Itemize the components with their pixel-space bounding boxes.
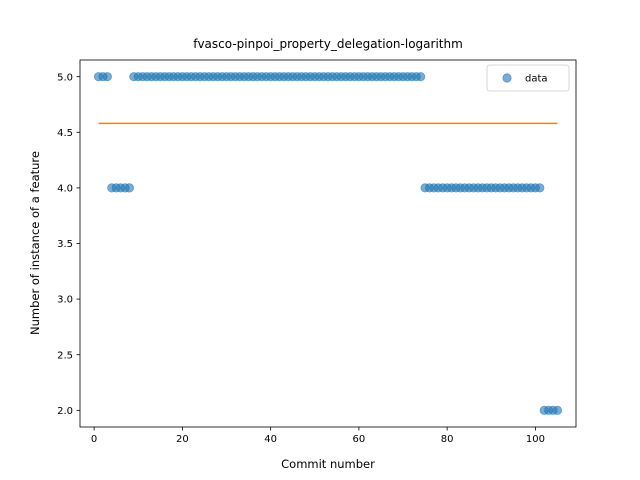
y-tick-label: 2.5 xyxy=(57,350,73,361)
plot-area xyxy=(93,72,563,415)
data-point xyxy=(124,183,135,193)
x-axis-title: Commit number xyxy=(281,457,375,471)
x-tick-label: 60 xyxy=(353,434,366,445)
legend-marker xyxy=(502,73,512,83)
legend-label: data xyxy=(525,74,548,85)
data-point xyxy=(102,72,112,82)
y-axis-title: Number of instance of a feature xyxy=(28,151,42,335)
y-tick-label: 4.0 xyxy=(57,183,73,194)
x-tick-label: 80 xyxy=(441,434,454,445)
chart-title: fvasco-pinpoi_property_delegation-logari… xyxy=(193,37,463,51)
axes: 0 20 40 60 80 100 2.0 2.5 3.0 3.5 4.0 4.5 5.0 xyxy=(57,59,577,445)
y-tick-label: 4.5 xyxy=(57,128,73,139)
legend: data xyxy=(486,64,570,92)
data-point xyxy=(552,405,563,415)
y-tick-label: 3.0 xyxy=(57,295,73,306)
x-tick-label: 20 xyxy=(176,434,189,445)
x-tick-label: 0 xyxy=(91,434,97,445)
y-tick-label: 2.0 xyxy=(57,406,73,417)
data-point xyxy=(535,183,545,193)
y-tick-label: 3.5 xyxy=(57,239,73,250)
x-tick-label: 40 xyxy=(264,434,277,445)
legend-box xyxy=(486,64,570,92)
y-tick-label: 5.0 xyxy=(57,72,73,83)
data-point xyxy=(416,72,426,82)
x-tick-label: 100 xyxy=(526,434,545,445)
